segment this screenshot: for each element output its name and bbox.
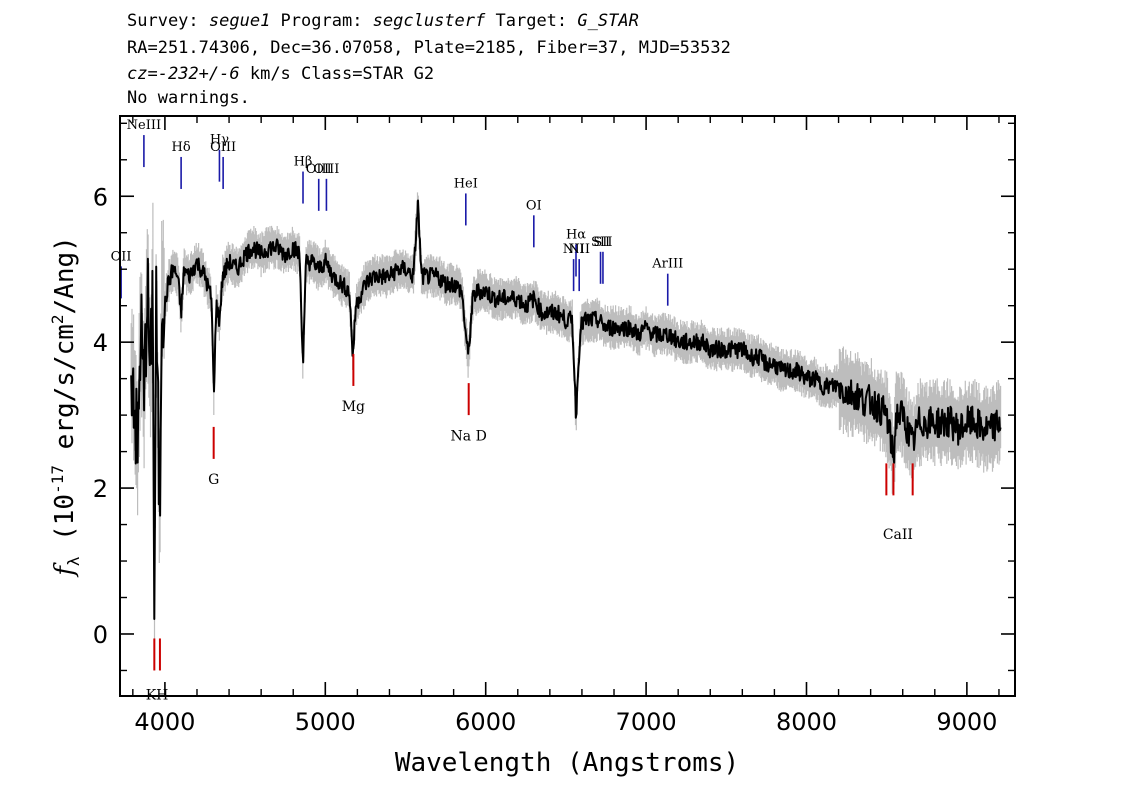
emission-label: OII: [111, 249, 132, 264]
y-label-exp: -17: [48, 465, 67, 494]
y-tick-label: 4: [93, 329, 108, 357]
error-band: [130, 192, 1002, 661]
cz-label: cz=: [127, 64, 158, 84]
emission-label: OI: [526, 198, 542, 213]
y-tick-label: 2: [93, 475, 108, 503]
x-axis-label: Wavelength (Angstroms): [395, 748, 739, 778]
emission-label: Hδ: [172, 140, 191, 155]
flux-line: [130, 199, 1002, 620]
emission-label: Hγ: [210, 133, 229, 148]
header-line-4: No warnings.: [127, 88, 250, 108]
x-tick-label: 9000: [936, 708, 997, 736]
y-tick-label: 0: [93, 621, 108, 649]
y-label-unit-b: erg/s/cm: [50, 324, 80, 465]
emission-label: NeIII: [127, 118, 161, 133]
absorption-label: Na D: [451, 428, 487, 444]
flux-series: [130, 199, 1002, 620]
header-line-1: Survey: segue1 Program: segclusterf Targ…: [127, 10, 639, 32]
emission-label: HeI: [454, 176, 478, 191]
emission-label: NII: [568, 242, 590, 257]
header-line-3: cz=-232+/-6 km/s Class=STAR G2: [127, 63, 434, 85]
emission-label: NII: [563, 242, 585, 257]
x-tick-label: 4000: [134, 708, 195, 736]
absorption-label: CaII: [883, 527, 913, 543]
error-spike-lines: [130, 192, 1002, 661]
emission-label: SII: [591, 235, 610, 250]
x-tick-label: 6000: [455, 708, 516, 736]
axis-tick-labels: 4000 5000 6000 7000 8000 9000 0 2 4 6: [93, 183, 998, 736]
program-label: Program:: [270, 11, 373, 31]
survey-value: segue1: [208, 11, 271, 31]
target-label: Target:: [485, 11, 578, 31]
plot-frame: [119, 115, 1016, 697]
y-label-unit-c: /Ang): [50, 236, 80, 314]
header-line-2: RA=251.74306, Dec=36.07058, Plate=2185, …: [127, 38, 731, 58]
cz-unit-class: km/s Class=STAR G2: [239, 64, 435, 84]
emission-label: OIII: [313, 162, 339, 177]
emission-label: ArIII: [651, 257, 683, 272]
y-label-sq: 2: [48, 314, 67, 324]
x-tick-label: 7000: [616, 708, 677, 736]
y-axis-label: fλ (10-17 erg/s/cm2/Ang): [48, 236, 83, 578]
survey-label: Survey:: [127, 11, 209, 31]
cz-value: -232+/-6: [157, 64, 240, 84]
emission-label: SII: [593, 235, 612, 250]
y-label-lambda: λ: [64, 556, 83, 566]
y-label-unit-a: (10: [50, 494, 80, 557]
emission-label: OIII: [306, 162, 332, 177]
absorption-label: Mg: [342, 399, 365, 415]
x-tick-label: 8000: [776, 708, 837, 736]
target-value: G_STAR: [577, 11, 639, 31]
emission-label: Hα: [566, 228, 586, 243]
absorption-label: G: [208, 472, 219, 488]
program-value: segclusterf: [372, 11, 486, 31]
emission-label: OIII: [210, 140, 236, 155]
x-tick-label: 5000: [295, 708, 356, 736]
emission-label: Hβ: [294, 155, 313, 170]
axis-ticks: [120, 116, 1015, 696]
y-tick-label: 6: [93, 183, 108, 211]
